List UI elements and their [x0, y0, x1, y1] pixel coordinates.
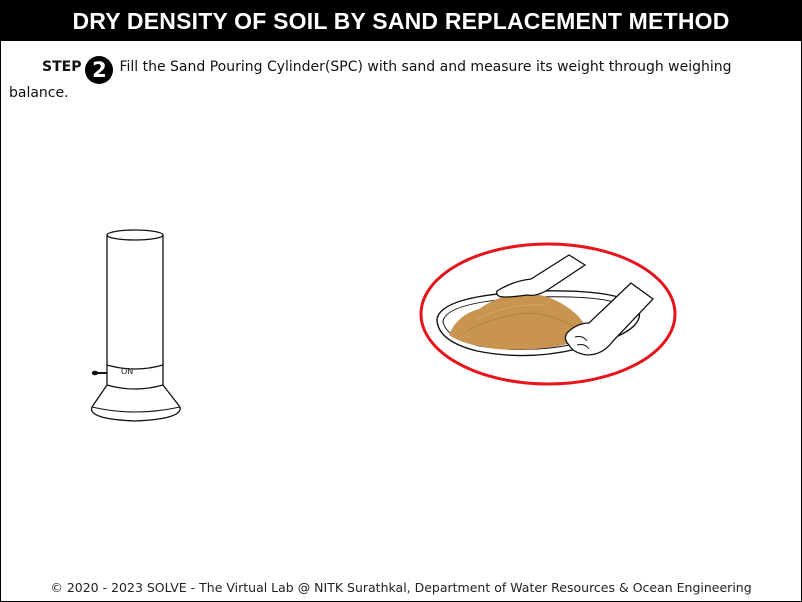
- step-label: STEP: [42, 59, 82, 75]
- step-instruction-text: Fill the Sand Pouring Cylinder(SPC) with…: [9, 59, 732, 101]
- switch-on-label: ON: [121, 367, 134, 376]
- cylinder-drawing: [90, 229, 181, 422]
- footer-copyright: © 2020 - 2023 SOLVE - The Virtual Lab @ …: [50, 580, 752, 595]
- highlight-ring: [419, 242, 677, 386]
- sand-tray-drawing: [419, 242, 677, 386]
- sand-tray[interactable]: [417, 241, 679, 389]
- page-title: DRY DENSITY OF SOIL BY SAND REPLACEMENT …: [1, 1, 801, 41]
- step-instruction: STEP 2 Fill the Sand Pouring Cylinder(SPC)…: [9, 56, 769, 103]
- step-number-badge: 2: [85, 56, 114, 84]
- sand-pouring-cylinder[interactable]: ON: [85, 227, 189, 427]
